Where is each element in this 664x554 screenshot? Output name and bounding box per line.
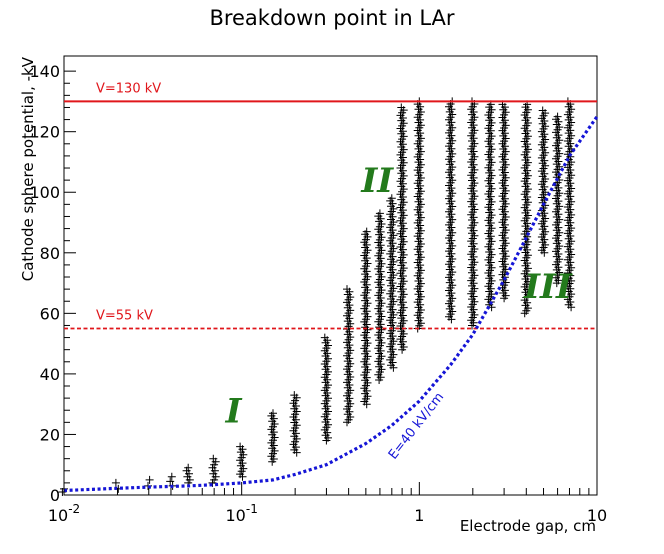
reference-lines-group: V=130 kV V=55 kV bbox=[64, 81, 597, 330]
data-point-cluster bbox=[182, 463, 194, 487]
data-points-group bbox=[58, 97, 576, 496]
y-tick-label: 120 bbox=[29, 123, 60, 142]
reference-line-label: V=130 kV bbox=[96, 81, 161, 96]
y-tick-label: 100 bbox=[29, 183, 60, 202]
x-tick-label: 10 bbox=[587, 506, 607, 525]
region-label: III bbox=[523, 267, 573, 307]
reference-line-label: V=55 kV bbox=[96, 308, 153, 323]
data-point-cluster bbox=[413, 97, 425, 333]
y-tick-label: 140 bbox=[29, 62, 60, 81]
data-point-cluster bbox=[467, 97, 479, 330]
data-point-cluster bbox=[386, 194, 398, 372]
data-point-cluster bbox=[374, 209, 386, 384]
x-axis-label: Electrode gap, cm bbox=[460, 517, 596, 535]
axes-group: 0 20 40 60 80 100 120 140 10-2 10-1 1 10 bbox=[29, 62, 607, 525]
field-curve-label: E=40 kV/cm bbox=[386, 390, 447, 463]
data-point-cluster bbox=[58, 484, 68, 496]
data-point-cluster bbox=[111, 478, 123, 493]
y-tick-label: 60 bbox=[40, 304, 60, 323]
y-tick-label: 80 bbox=[40, 244, 60, 263]
x-tick-label: 10-2 bbox=[48, 502, 80, 525]
field-curve bbox=[63, 115, 599, 493]
chart-title: Breakdown point in LAr bbox=[209, 6, 454, 30]
x-tick-label: 1 bbox=[414, 506, 424, 525]
data-point-cluster bbox=[537, 106, 550, 257]
x-tick-label: 10-1 bbox=[226, 502, 258, 525]
field-curve-group: E=40 kV/cm bbox=[63, 115, 599, 493]
data-point-cluster bbox=[520, 100, 532, 318]
data-point-cluster bbox=[563, 97, 576, 312]
region-label: I bbox=[225, 391, 243, 431]
data-point-cluster bbox=[360, 227, 372, 409]
y-tick-label: 0 bbox=[50, 486, 60, 505]
data-point-cluster bbox=[445, 97, 457, 324]
data-point-cluster bbox=[267, 409, 279, 466]
data-point-cluster bbox=[236, 442, 248, 481]
data-point-cluster bbox=[484, 100, 496, 312]
data-point-cluster bbox=[289, 391, 301, 457]
region-label: II bbox=[360, 161, 394, 201]
y-axis-label: Cathode sphere potential, -kV bbox=[19, 56, 37, 281]
data-point-cluster bbox=[498, 100, 510, 303]
data-point-cluster bbox=[320, 333, 332, 445]
y-tick-label: 20 bbox=[40, 425, 60, 444]
y-tick-label: 40 bbox=[40, 365, 60, 384]
data-point-cluster bbox=[396, 103, 408, 354]
data-point-cluster bbox=[343, 285, 355, 427]
data-point-cluster bbox=[208, 454, 220, 487]
data-point-cluster bbox=[552, 112, 564, 288]
plot-area bbox=[63, 55, 598, 496]
